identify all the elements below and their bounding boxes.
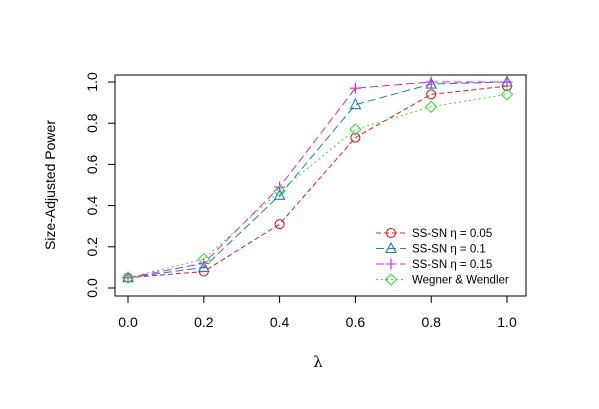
- data-point: [198, 257, 210, 269]
- data-point: [349, 82, 361, 94]
- data-point: [425, 76, 437, 88]
- data-point: [350, 132, 361, 143]
- legend-entry: SS-SN η = 0.1: [376, 241, 486, 256]
- series-3: [121, 88, 514, 284]
- data-point: [424, 100, 438, 113]
- series-layer: [121, 75, 514, 284]
- data-point: [273, 184, 286, 198]
- legend-label-main: SS-SN: [412, 259, 450, 271]
- legend-label: SS-SN η = 0.1: [412, 244, 486, 256]
- legend-label-main: Wegner & Wendler: [412, 275, 509, 287]
- y-tick-label: 0.8: [84, 113, 100, 133]
- data-point: [197, 260, 210, 272]
- data-point: [501, 76, 513, 88]
- series-line: [127, 81, 508, 279]
- legend-label-main: SS-SN: [412, 228, 450, 240]
- series-line: [127, 85, 508, 279]
- y-tick-label: 0.4: [84, 196, 100, 216]
- x-tick-label: 0.6: [346, 314, 366, 330]
- legend-label: Wegner & Wendler: [412, 275, 509, 287]
- data-point: [274, 219, 285, 230]
- x-axis-label: λ: [313, 353, 323, 371]
- data-point: [349, 123, 362, 136]
- legend-entry: SS-SN η = 0.05: [376, 227, 492, 240]
- y-axis: 0.0 0.2 0.4 0.6 0.8 1.0: [84, 72, 116, 298]
- legend-marker: [384, 273, 398, 286]
- x-tick-label: 0.0: [118, 314, 138, 330]
- series-line: [127, 93, 508, 279]
- data-point: [121, 271, 135, 284]
- series-line: [127, 81, 507, 279]
- legend-marker: [385, 241, 397, 254]
- legend-label-eta: η = 0.15: [450, 259, 492, 271]
- legend-label: SS-SN η = 0.15: [412, 259, 492, 271]
- legend-entry: Wegner & Wendler: [376, 273, 509, 287]
- y-tick-label: 0.0: [84, 278, 100, 298]
- legend-label-eta: η = 0.1: [450, 244, 486, 256]
- y-tick-label: 0.6: [84, 154, 100, 174]
- legend-label-main: SS-SN: [412, 244, 450, 256]
- data-point: [426, 89, 437, 100]
- x-axis: 0.0 0.2 0.4 0.6 0.8 1.0: [118, 295, 517, 330]
- x-tick-label: 0.2: [194, 314, 214, 330]
- legend-marker: [385, 258, 397, 270]
- y-tick-label: 1.0: [84, 72, 100, 92]
- legend-marker: [385, 227, 397, 239]
- x-tick-label: 0.8: [421, 314, 441, 330]
- y-tick-label: 0.2: [84, 237, 100, 257]
- data-point: [500, 88, 514, 101]
- series-2: [122, 76, 513, 284]
- data-point: [349, 97, 362, 110]
- data-point: [425, 77, 438, 89]
- x-tick-label: 1.0: [497, 314, 517, 330]
- legend-label-eta: η = 0.05: [450, 228, 492, 240]
- legend-entry: SS-SN η = 0.15: [376, 258, 492, 271]
- data-point: [197, 252, 211, 266]
- x-tick-label: 0.4: [270, 314, 290, 330]
- y-axis-label: Size-Adjusted Power: [42, 120, 58, 250]
- legend-label: SS-SN η = 0.05: [412, 228, 492, 240]
